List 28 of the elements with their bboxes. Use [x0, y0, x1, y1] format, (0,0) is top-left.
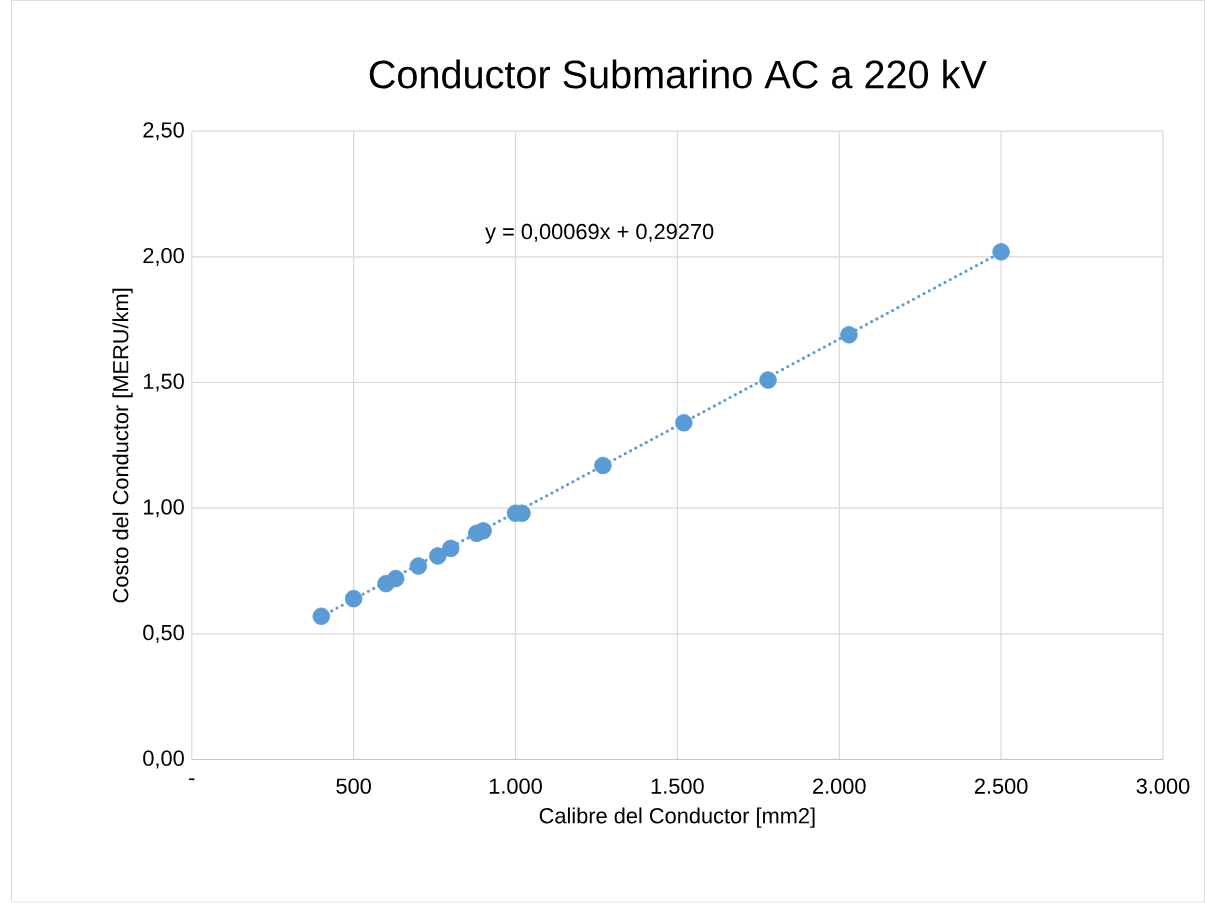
y-tick-label: 2,50: [143, 122, 184, 141]
y-tick-label: 0,00: [143, 750, 184, 769]
annotation: y = 0,00069x + 0,29270: [485, 224, 714, 244]
point: [387, 570, 405, 588]
x-tick-label: 1.000: [489, 778, 542, 795]
x-tick-label: 500: [336, 778, 371, 795]
chart-title: Conductor Submarino AC a 220 kV: [369, 59, 987, 89]
x-tick-label: 3.000: [1136, 778, 1190, 795]
y-tick-label: 0,50: [143, 625, 184, 644]
x-axis-title: Calibre del Conductor [mm2]: [539, 807, 815, 828]
point: [840, 326, 858, 344]
point: [675, 414, 693, 432]
point: [442, 539, 460, 558]
point: [992, 243, 1010, 261]
point: [344, 590, 363, 608]
y-axis-title: Costo del Conductor [MERU/km]: [112, 289, 133, 603]
point: [312, 607, 330, 626]
x-tick-label: 2.000: [813, 778, 866, 795]
point: [409, 557, 428, 575]
point: [429, 547, 447, 565]
x-tick-label: -: [189, 778, 195, 781]
point: [594, 456, 612, 475]
y-tick-label: 1,00: [143, 499, 184, 518]
y-tick-label: 2,00: [143, 248, 184, 267]
point: [759, 371, 777, 389]
x-tick-label: 1.500: [651, 778, 704, 795]
y-tick-label: 1,50: [143, 373, 184, 392]
x-tick-label: 2.500: [974, 778, 1028, 795]
